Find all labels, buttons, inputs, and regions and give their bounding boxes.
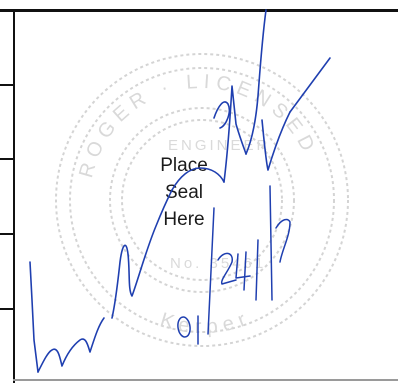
seal-placeholder-text: Place Seal Here [144,152,224,233]
row-divider [0,158,14,160]
seal-placeholder-line: Seal [164,182,204,203]
svg-text:Kerper: Kerper [158,306,255,338]
table-bottom-border [13,379,398,381]
table-top-border [0,9,398,12]
seal-placeholder-line: Place [160,155,208,176]
row-divider [0,308,14,310]
svg-text:No. 35461: No. 35461 [170,255,266,272]
seal-placeholder-line: Here [163,209,205,230]
row-divider [0,84,14,86]
table-left-border [13,9,15,383]
row-divider [0,233,14,235]
